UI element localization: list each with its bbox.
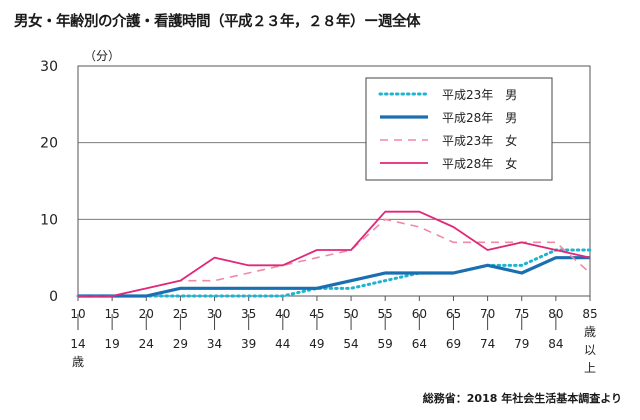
x-tick-label: 以: [584, 343, 596, 357]
x-tick-label: 79: [514, 337, 529, 351]
x-tick-label: 64: [412, 337, 427, 351]
series-line-4: [78, 210, 591, 297]
x-tick-label: 44: [275, 337, 290, 351]
x-tick-label: 74: [480, 337, 495, 351]
plot-frame: [77, 65, 591, 297]
legend-label: 平成28年 女: [442, 156, 517, 171]
legend-label: 平成23年 男: [442, 88, 517, 102]
y-tick-label: 20: [40, 136, 58, 152]
y-tick-label: 30: [40, 59, 58, 75]
x-tick-label: 54: [343, 337, 358, 351]
x-tick-label: 69: [446, 337, 461, 351]
source-note: 総務省：2018 年社会生活基本調査より: [422, 392, 622, 405]
legend-label: 平成28年 男: [442, 111, 517, 125]
x-tick-label: 84: [548, 337, 563, 351]
y-tick-label: 10: [40, 212, 58, 228]
x-tick-label: 39: [241, 337, 256, 351]
x-tick-label: 14: [70, 337, 85, 351]
legend-label: 平成23年 女: [442, 133, 517, 148]
x-tick-label: 85: [582, 307, 597, 321]
y-axis-label: （分）: [84, 49, 120, 63]
axes: 0102030（分）1014歳1519202425293034353940444…: [40, 49, 597, 375]
x-tick-label: 29: [173, 337, 188, 351]
x-tick-label: 24: [139, 337, 154, 351]
y-tick-label: 0: [49, 289, 58, 305]
x-tick-label: 歳: [72, 355, 84, 369]
x-tick-label: 59: [378, 337, 393, 351]
series-line-2: [78, 256, 590, 298]
x-tick-label: 49: [309, 337, 324, 351]
series-line-1: [76, 248, 592, 298]
chart-title: 男女・年齢別の介護・看護時間（平成２３年，２８年）ー週全体: [14, 14, 421, 30]
x-tick-label: 上: [584, 361, 596, 375]
x-tick-label: 19: [104, 337, 119, 351]
x-tick-label: 34: [207, 337, 222, 351]
series-lines: [76, 210, 592, 298]
x-tick-label: 歳: [584, 325, 596, 339]
